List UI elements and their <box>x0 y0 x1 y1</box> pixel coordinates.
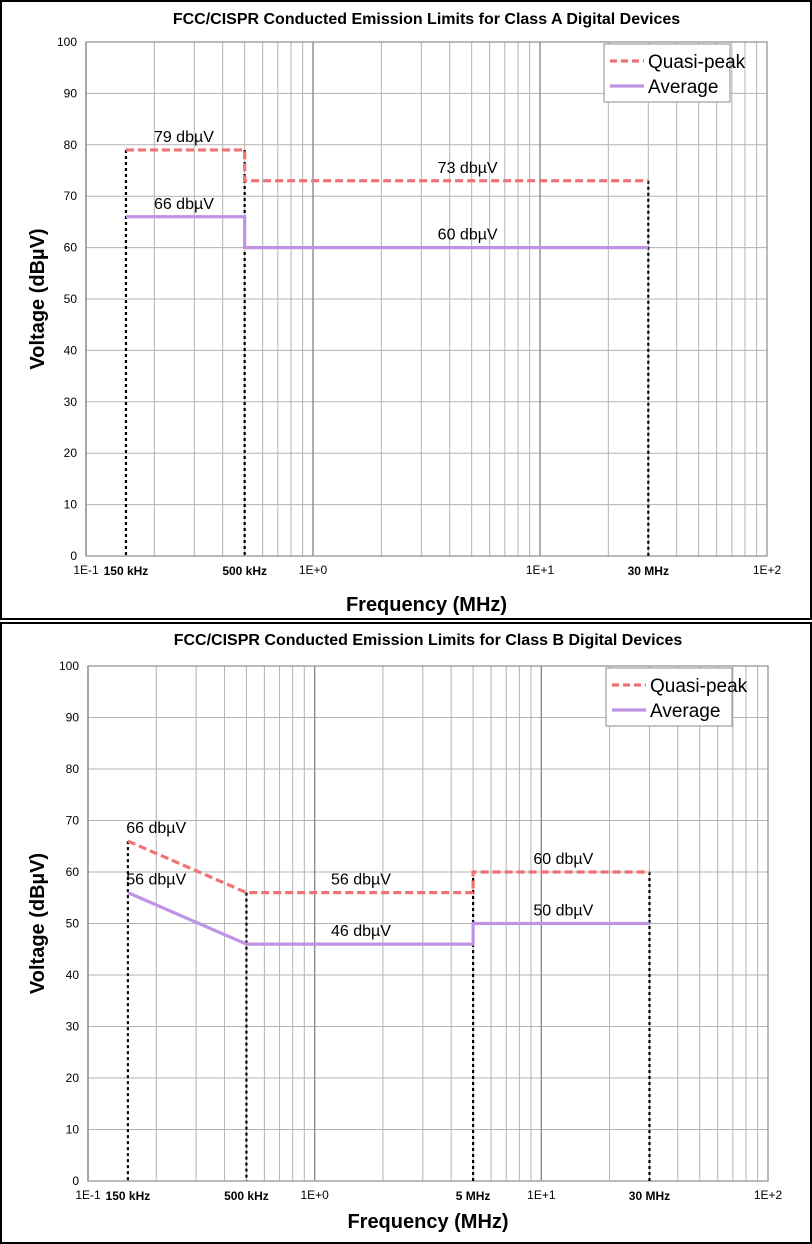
x-axis-title: Frequency (MHz) <box>347 1211 508 1233</box>
quasi-peak-line <box>125 148 649 183</box>
y-tick-label: 60 <box>66 865 80 879</box>
frequency-marker-label: 30 MHz <box>629 1189 670 1203</box>
limit-annotation: 73 dbµV <box>438 160 498 177</box>
chart-panel-class-a: 0 10 20 30 40 50 60 70 80 90 100 1E-1 1E+0 1E+1 1E+2 15… <box>0 0 812 620</box>
y-tick-label: 60 <box>64 241 78 255</box>
x-tick-label: 1E+1 <box>527 1188 556 1202</box>
frequency-marker-label: 5 MHz <box>456 1189 491 1203</box>
limit-annotation: 56 dbµV <box>331 872 391 889</box>
y-tick-label: 50 <box>64 292 78 306</box>
frequency-marker-label: 30 MHz <box>628 564 669 578</box>
legend-label: Quasi-peak <box>650 676 748 697</box>
y-axis-title: Voltage (dBµV) <box>27 853 49 994</box>
y-axis-title: Voltage (dBµV) <box>27 228 49 369</box>
chart-panel-class-b: 0 10 20 30 40 50 60 70 80 90 100 1E-1 1E+0 1E+1 1E+2 15… <box>0 622 812 1244</box>
frequency-marker-label: 500 kHz <box>222 564 267 578</box>
y-tick-label: 50 <box>66 917 80 931</box>
average-line <box>127 891 650 946</box>
y-tick-label: 40 <box>66 968 80 982</box>
frequency-marker-label: 150 kHz <box>106 1189 151 1203</box>
x-tick-label: 1E+1 <box>526 563 555 577</box>
legend-label: Average <box>648 77 718 98</box>
x-tick-label: 1E+2 <box>753 563 782 577</box>
y-tick-label: 70 <box>64 189 78 203</box>
legend-box <box>603 43 731 103</box>
limit-annotation: 66 dbµV <box>154 196 214 213</box>
y-tick-label: 40 <box>64 343 78 357</box>
frequency-marker-label: 150 kHz <box>104 564 149 578</box>
y-tick-label: 10 <box>64 498 78 512</box>
x-tick-label: 1E+2 <box>754 1188 783 1202</box>
y-tick-label: 80 <box>66 762 80 776</box>
y-tick-label: 0 <box>70 549 77 563</box>
legend-label: Quasi-peak <box>648 52 746 73</box>
y-tick-label: 80 <box>64 138 78 152</box>
y-tick-label: 100 <box>57 35 77 49</box>
y-tick-label: 0 <box>72 1174 79 1188</box>
limit-annotation: 66 dbµV <box>126 820 186 837</box>
y-tick-label: 20 <box>66 1071 80 1085</box>
y-tick-label: 20 <box>64 446 78 460</box>
limit-annotation: 60 dbµV <box>533 851 593 868</box>
y-tick-label: 10 <box>66 1123 80 1137</box>
y-tick-label: 90 <box>64 86 78 100</box>
x-tick-label: 1E-1 <box>75 1188 101 1202</box>
x-tick-label: 1E+0 <box>299 563 328 577</box>
chart-title: FCC/CISPR Conducted Emission Limits for … <box>173 11 680 28</box>
limit-annotation: 50 dbµV <box>533 903 593 920</box>
class-a-chart: 0 10 20 30 40 50 60 70 80 90 100 1E-1 1E+0 1E+1 1E+2 15… <box>27 11 782 616</box>
class-b-chart: 0 10 20 30 40 50 60 70 80 90 100 1E-1 1E+0 1E+1 1E+2 15… <box>27 632 783 1233</box>
legend-label: Average <box>650 701 720 722</box>
x-axis-title: Frequency (MHz) <box>346 594 507 616</box>
chart-title: FCC/CISPR Conducted Emission Limits for … <box>174 632 683 649</box>
limit-annotation: 79 dbµV <box>154 129 214 146</box>
y-tick-label: 90 <box>66 711 80 725</box>
quasi-peak-line <box>127 839 650 895</box>
y-tick-label: 30 <box>64 395 78 409</box>
limit-annotation: 56 dbµV <box>126 872 186 889</box>
average-line <box>125 215 649 250</box>
x-tick-label: 1E+0 <box>300 1188 329 1202</box>
plot-area-border <box>85 41 768 557</box>
y-tick-label: 30 <box>66 1020 80 1034</box>
legend-box <box>605 667 733 727</box>
x-tick-label: 1E-1 <box>73 563 99 577</box>
y-tick-label: 70 <box>66 814 80 828</box>
limit-annotation: 60 dbµV <box>438 227 498 244</box>
frequency-marker-label: 500 kHz <box>224 1189 269 1203</box>
y-tick-label: 100 <box>59 659 79 673</box>
plot-area-border <box>87 665 769 1182</box>
limit-annotation: 46 dbµV <box>331 923 391 940</box>
